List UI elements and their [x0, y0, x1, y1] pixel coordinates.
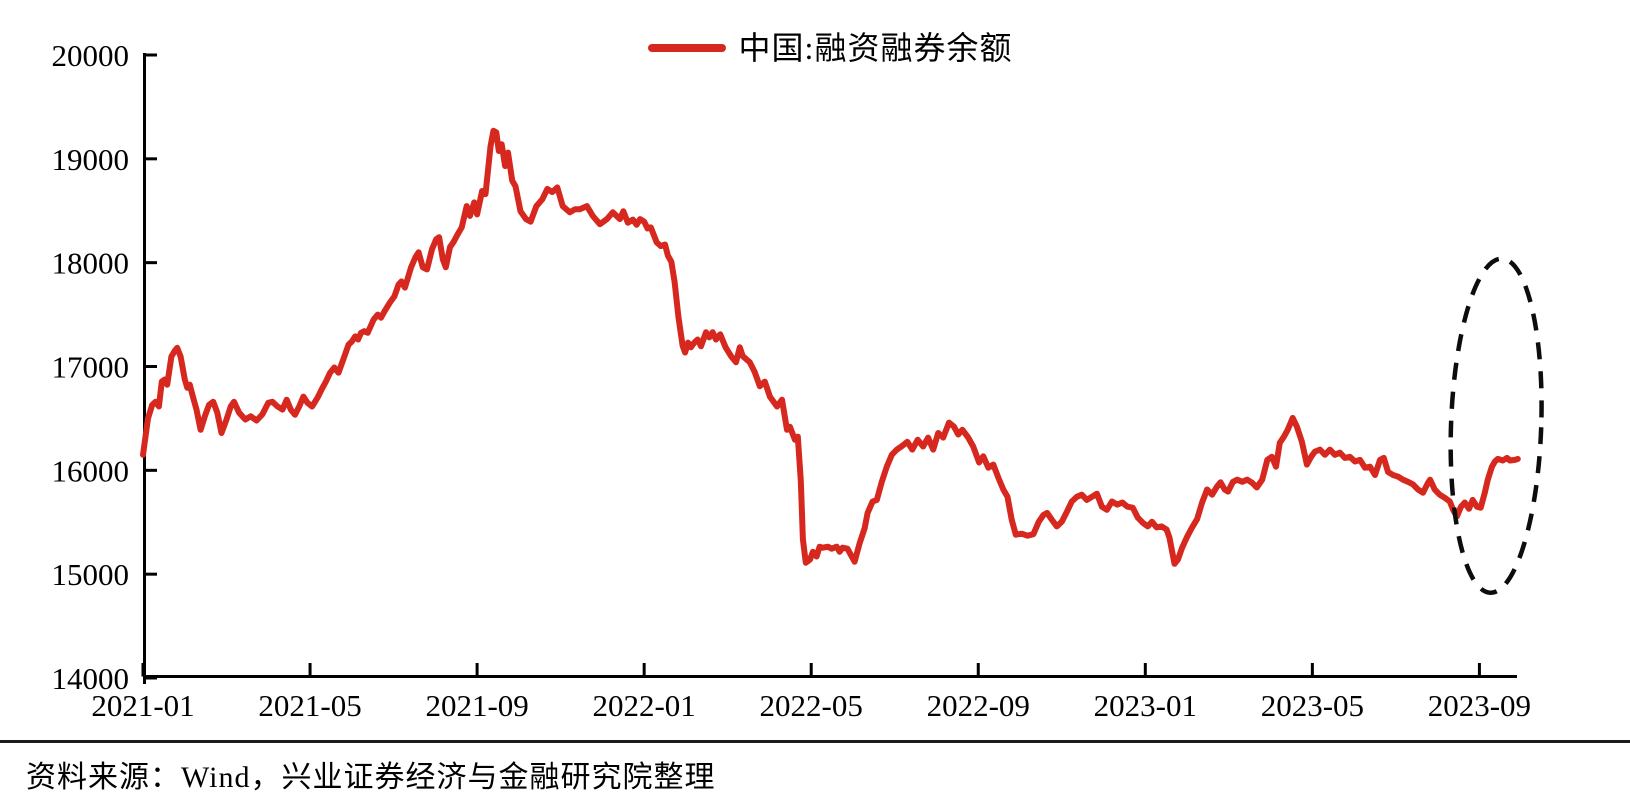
highlight-ellipse [1448, 256, 1544, 596]
y-axis-label: 14000 [52, 661, 130, 696]
x-axis-label: 2022-01 [592, 688, 695, 723]
y-axis-label: 17000 [52, 350, 130, 385]
y-axis-label: 15000 [52, 557, 130, 592]
x-axis-label: 2021-05 [258, 688, 361, 723]
x-axis-label: 2023-05 [1261, 688, 1364, 723]
x-axis-label: 2022-09 [927, 688, 1030, 723]
y-axis-label: 20000 [52, 38, 130, 73]
y-axis-label: 18000 [52, 246, 130, 281]
x-axis-label: 2023-01 [1094, 688, 1197, 723]
x-axis-label: 2022-05 [760, 688, 863, 723]
y-axis-label: 19000 [52, 142, 130, 177]
legend-line-swatch [647, 44, 726, 52]
line-chart: 14000 15000 16000 17000 18000 19000 20000 2021-… [52, 38, 1544, 723]
x-axis-label: 2021-09 [425, 688, 528, 723]
x-axis-label: 2021-01 [91, 688, 194, 723]
y-axis-label: 16000 [52, 453, 130, 488]
legend-label: 中国:融资融券余额 [738, 30, 1013, 66]
source-note: 资料来源：Wind，兴业证券经济与金融研究院整理 [26, 761, 716, 794]
legend: 中国:融资融券余额 [143, 26, 1517, 70]
series-line [140, 127, 1521, 567]
footer-divider [0, 740, 1630, 743]
x-axis-label: 2023-09 [1428, 688, 1531, 723]
